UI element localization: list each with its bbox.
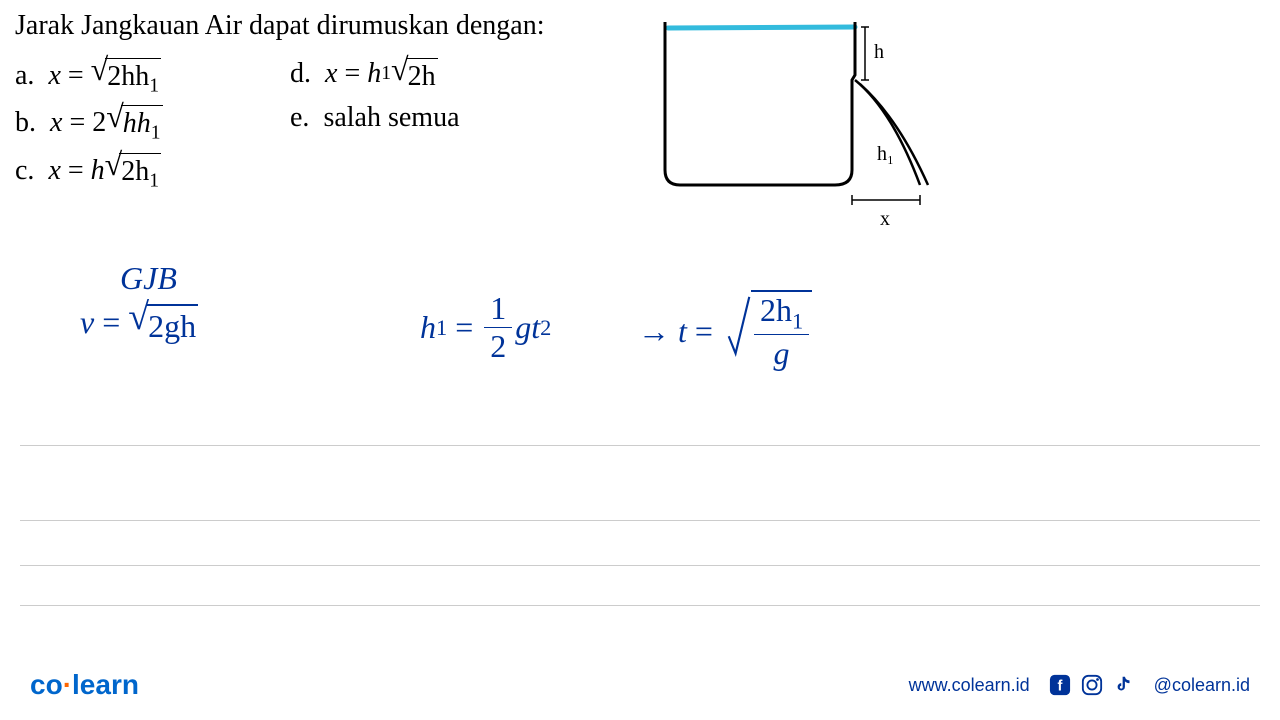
option-e-label: e. xyxy=(290,102,309,134)
option-c-var: x xyxy=(48,155,60,187)
instagram-icon xyxy=(1080,673,1104,697)
ruled-line xyxy=(20,565,1260,566)
option-a-sqrt: √ 2hh1 xyxy=(91,55,161,98)
v-formula: v = √ 2gh xyxy=(80,300,198,345)
ruled-line xyxy=(20,605,1260,606)
option-d-label: d. xyxy=(290,58,311,90)
ruled-line xyxy=(20,520,1260,521)
option-e: e. salah semua xyxy=(290,102,460,134)
option-c-coef: h xyxy=(91,155,105,187)
option-d-eq: = xyxy=(344,58,360,90)
social-handle: @colearn.id xyxy=(1154,675,1250,696)
svg-text:f: f xyxy=(1057,679,1062,695)
option-d-sqrt: √ 2h xyxy=(391,55,438,93)
option-a-label: a. xyxy=(15,60,34,92)
h1-formula: h1 = 1 2 gt2 xyxy=(420,290,551,365)
facebook-icon: f xyxy=(1048,673,1072,697)
option-e-text: salah semua xyxy=(323,102,459,134)
option-b: b. x = 2 √ hh1 xyxy=(15,102,163,145)
gjb-label: GJB xyxy=(120,260,177,297)
ruled-line xyxy=(20,445,1260,446)
option-d-coef: h xyxy=(367,58,381,90)
option-c-sqrt: √ 2h1 xyxy=(105,150,161,193)
option-c-eq: = xyxy=(68,155,84,187)
option-d: d. x = h1 √ 2h xyxy=(290,55,438,93)
option-b-label: b. xyxy=(15,107,36,139)
option-b-var: x xyxy=(50,107,62,139)
option-b-eq: = xyxy=(69,107,85,139)
option-d-coef-sub: 1 xyxy=(381,63,391,85)
question-title: Jarak Jangkauan Air dapat dirumuskan den… xyxy=(15,10,545,42)
tiktok-icon xyxy=(1112,673,1136,697)
footer: co·learn www.colearn.id f @colearn.id xyxy=(0,665,1280,705)
option-b-sqrt: √ hh1 xyxy=(106,102,162,145)
diagram-x-label: x xyxy=(880,208,890,230)
option-b-coef: 2 xyxy=(92,107,106,139)
diagram-h1-label: h₁ xyxy=(877,143,894,165)
diagram-h-label: h xyxy=(874,41,884,63)
t-formula: → t = 2h1 g xyxy=(630,290,812,372)
option-d-var: x xyxy=(325,58,337,90)
tank-diagram: h h₁ x xyxy=(640,10,960,230)
colearn-logo: co·learn xyxy=(30,669,139,701)
option-c-label: c. xyxy=(15,155,34,187)
option-a-var: x xyxy=(48,60,60,92)
option-a-eq: = xyxy=(68,60,84,92)
option-c: c. x = h √ 2h1 xyxy=(15,150,161,193)
website-url: www.colearn.id xyxy=(909,675,1030,696)
option-a: a. x = √ 2hh1 xyxy=(15,55,161,98)
